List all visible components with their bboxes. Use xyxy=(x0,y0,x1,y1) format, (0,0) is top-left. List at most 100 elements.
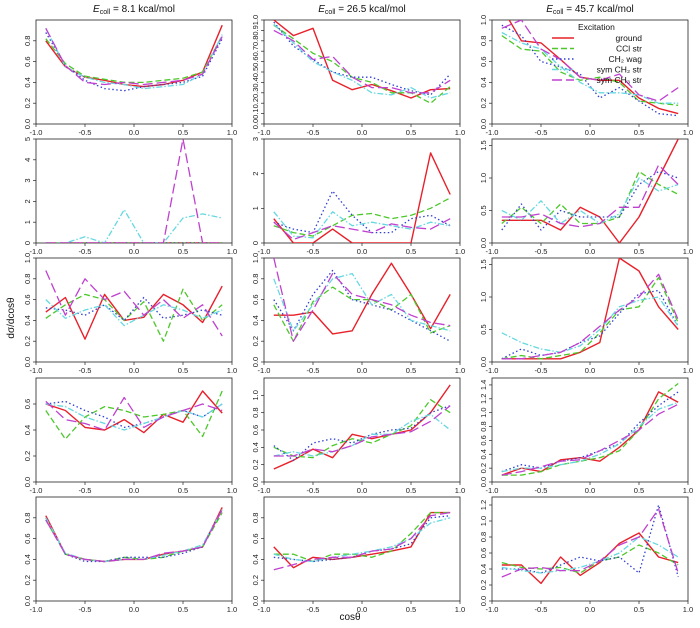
series-line-ccl-str xyxy=(45,288,223,342)
panel-r4-c2: -1.0 -0.5 0.0 0.5 1.0 0.0 0.2 0.4 0.6 0.8 1.0 xyxy=(251,377,465,495)
series-line-ccl-str xyxy=(273,399,451,459)
y-tick-label: 0.5 xyxy=(251,67,260,77)
panel-r1-c3: -1.0 -0.5 0.0 0.5 1.0 0.0 0.2 0.4 0.6 0.8 1.0 xyxy=(479,15,693,137)
series-line-ch-wag xyxy=(273,190,451,234)
y-tick-label: 0.6 xyxy=(23,294,32,304)
series-line-sym-ch-str xyxy=(45,270,223,337)
series-line-sym-ch-str xyxy=(45,509,223,563)
series-line-sym-ch-str xyxy=(501,20,679,102)
series-line-sym-ch-str xyxy=(273,218,451,241)
y-tick-label: 0.0 xyxy=(251,357,260,367)
panel-r3-c2: -1.0 -0.5 0.0 0.5 1.0 0.0 0.2 0.4 0.6 0.8 1.0 xyxy=(251,253,465,375)
series-group xyxy=(501,382,679,476)
panel-frame xyxy=(35,377,233,483)
x-tick-label: 1.0 xyxy=(455,605,465,614)
series-group xyxy=(501,504,679,585)
y-tick-label: 2 xyxy=(251,172,260,176)
y-tick-label: 2 xyxy=(23,199,32,203)
y-tick-label: 0.6 xyxy=(251,425,260,435)
y-tick-label: 0.4 xyxy=(23,425,32,435)
x-tick-label: 0.5 xyxy=(178,366,188,375)
series-line-ground xyxy=(501,139,679,243)
y-tick-label: 0.7 xyxy=(251,46,260,56)
x-tick-label: 0.5 xyxy=(406,605,416,614)
y-tick-label: 3 xyxy=(251,137,260,141)
series-group xyxy=(45,390,223,440)
series-group xyxy=(501,20,679,117)
y-tick-label: 1.0 xyxy=(479,516,488,526)
x-tick-label: -0.5 xyxy=(79,128,92,137)
series-line-sym-ch-str xyxy=(273,405,451,457)
y-tick-label: 0.8 xyxy=(251,274,260,284)
y-tick-label: 0.2 xyxy=(23,336,32,346)
series-line-sym-ch-str xyxy=(501,508,679,578)
series-line-sym-ch-str xyxy=(273,23,451,99)
series-line-sym-ch-str xyxy=(273,517,451,563)
series-line-ground xyxy=(273,511,451,569)
x-axis-label: cosθ xyxy=(339,612,361,623)
x-tick-label: 0.0 xyxy=(357,605,367,614)
y-tick-label: 0.6 xyxy=(23,399,32,409)
y-tick-label: 1 xyxy=(23,220,32,224)
y-tick-label: 3 xyxy=(23,179,32,183)
y-tick-label: 0.2 xyxy=(23,575,32,585)
series-line-sym-ch-str xyxy=(273,272,451,332)
y-tick-label: 0.0 xyxy=(23,477,32,487)
x-tick-label: -1.0 xyxy=(258,605,271,614)
y-tick-label: 0.0 xyxy=(479,238,488,248)
series-line-ch-wag xyxy=(45,509,223,563)
series-group xyxy=(45,24,223,92)
y-tick-label: 0.5 xyxy=(479,205,488,215)
x-tick-label: 0.0 xyxy=(585,486,595,495)
series-line-ground xyxy=(501,532,679,585)
series-line-ccl-str xyxy=(501,35,679,106)
series-group xyxy=(273,152,451,243)
y-axis-label: dσ/dcosθ xyxy=(6,297,17,339)
y-tick-label: 0.6 xyxy=(251,533,260,543)
x-tick-label: -1.0 xyxy=(30,605,43,614)
x-tick-label: -1.0 xyxy=(486,128,499,137)
series-line-ch-wag xyxy=(501,170,679,231)
x-tick-label: 0.5 xyxy=(406,486,416,495)
y-tick-label: 0.0 xyxy=(23,596,32,606)
series-line-sym-ch-str xyxy=(501,177,679,225)
series-line-sym-ch-str xyxy=(45,396,223,431)
x-tick-label: -1.0 xyxy=(258,486,271,495)
y-tick-label: 1 xyxy=(251,206,260,210)
y-tick-label: 0 xyxy=(23,241,32,245)
x-tick-label: 1.0 xyxy=(455,366,465,375)
x-tick-label: -0.5 xyxy=(307,128,320,137)
panel-frame xyxy=(35,496,233,602)
y-tick-label: 0.0 xyxy=(479,596,488,606)
y-tick-label: 0.2 xyxy=(251,336,260,346)
y-tick-label: 0.4 xyxy=(251,442,260,452)
series-line-sym-ch-str xyxy=(501,273,679,360)
x-tick-label: -0.5 xyxy=(307,247,320,256)
x-tick-label: 0.5 xyxy=(634,247,644,256)
y-tick-label: 0.4 xyxy=(23,315,32,325)
x-tick-label: 1.0 xyxy=(683,247,693,256)
series-line-sym-ch-str xyxy=(45,299,223,327)
series-group xyxy=(501,139,679,243)
x-tick-label: 0.5 xyxy=(178,247,188,256)
series-group xyxy=(273,511,451,571)
series-line-ch-wag xyxy=(501,391,679,473)
panel-frame xyxy=(491,377,689,483)
x-tick-label: 0.5 xyxy=(634,366,644,375)
y-tick-label: 0.8 xyxy=(23,36,32,46)
series-line-ground xyxy=(45,24,223,88)
series-line-ground xyxy=(501,391,679,476)
y-tick-label: 0.2 xyxy=(23,451,32,461)
series-group xyxy=(45,139,223,243)
series-line-sym-ch-str xyxy=(501,164,679,228)
series-group xyxy=(45,507,223,563)
y-tick-label: 1.0 xyxy=(251,390,260,400)
y-tick-label: 1.0 xyxy=(23,253,32,263)
y-tick-label: 0.8 xyxy=(251,36,260,46)
x-tick-label: 0.0 xyxy=(129,366,139,375)
series-line-ground xyxy=(273,384,451,470)
series-line-sym-ch-str xyxy=(45,509,223,563)
series-line-ch-wag xyxy=(501,289,679,360)
x-tick-label: -1.0 xyxy=(486,247,499,256)
x-tick-label: 0.0 xyxy=(585,128,595,137)
